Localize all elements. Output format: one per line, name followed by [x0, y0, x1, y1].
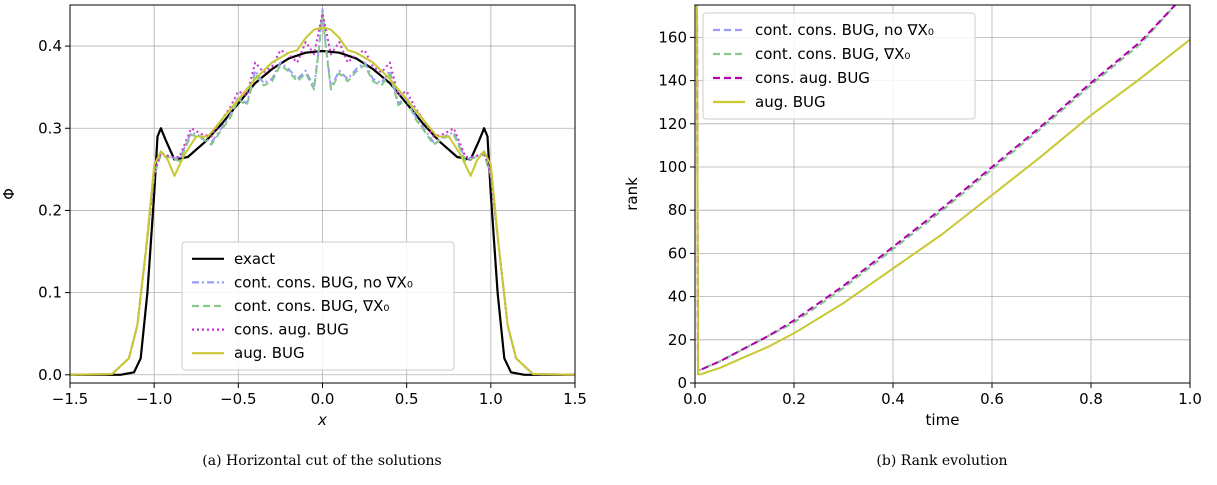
series-line-0 — [70, 49, 575, 376]
y-tick-label: 0.1 — [38, 284, 62, 302]
y-tick-label: 140 — [658, 72, 687, 90]
series-line-3 — [695, 5, 1190, 376]
legend-box — [181, 241, 455, 371]
x-axis-label: time — [926, 411, 960, 429]
y-tick-label: 160 — [658, 28, 687, 46]
legend-label: cons. aug. BUG — [755, 69, 870, 87]
axes-frame — [694, 4, 1191, 384]
x-tick-label: 1.0 — [1178, 390, 1202, 408]
x-tick-label: 0.2 — [782, 390, 806, 408]
x-tick-label: −0.5 — [220, 390, 256, 408]
y-tick-label: 0.0 — [38, 366, 62, 384]
legend-label: cons. aug. BUG — [234, 321, 349, 339]
y-tick-label: 80 — [668, 201, 687, 219]
legend-label: cont. cons. BUG, no ∇X₀ — [234, 273, 413, 291]
figure-caption: (b) Rank evolution — [876, 453, 1007, 469]
x-tick-label: 1.0 — [479, 390, 503, 408]
series-group — [695, 5, 1190, 376]
legend-label: exact — [234, 250, 275, 268]
chart-a: −1.5 −1.0 −0.5 0.0 0.5 1.0 1.5 0.0 0.1 0.2 0.3 0.4 x… — [0, 4, 587, 469]
x-tick-label: −1.0 — [136, 390, 172, 408]
series-line-2 — [70, 12, 575, 376]
y-tick-label: 40 — [668, 288, 687, 306]
legend-label: aug. BUG — [755, 93, 826, 111]
y-tick-label: 120 — [658, 115, 687, 133]
legend-label: aug. BUG — [234, 344, 305, 362]
y-axis-label: Φ — [0, 188, 18, 200]
legend-box — [702, 12, 976, 120]
x-tick-label: 0.0 — [683, 390, 707, 408]
legend-label: cont. cons. BUG, ∇X₀ — [755, 45, 910, 63]
x-tick-label: 0.5 — [395, 390, 419, 408]
series-line-2 — [695, 5, 1176, 374]
x-tick-label: 0.6 — [980, 390, 1004, 408]
legend-label: cont. cons. BUG, no ∇X₀ — [755, 21, 934, 39]
x-tick-label: 1.5 — [563, 390, 587, 408]
legend-label: cont. cons. BUG, ∇X₀ — [234, 297, 389, 315]
series-line-1 — [695, 5, 1176, 371]
y-tick-label: 0.3 — [38, 119, 62, 137]
y-tick-label: 0 — [677, 374, 687, 392]
y-tick-label: 20 — [668, 331, 687, 349]
y-tick-label: 0.2 — [38, 201, 62, 219]
y-tick-label: 60 — [668, 244, 687, 262]
x-tick-label: 0.0 — [311, 390, 335, 408]
y-axis-label: rank — [623, 177, 641, 211]
x-tick-label: 0.4 — [881, 390, 905, 408]
x-axis-label: x — [317, 411, 327, 429]
figure-caption: (a) Horizontal cut of the solutions — [202, 453, 441, 469]
chart-b: 0.0 0.2 0.4 0.6 0.8 1.0 0 20 40 60 80 100 120 140 160 t… — [623, 4, 1202, 469]
series-group — [70, 8, 575, 376]
y-tick-label: 0.4 — [38, 37, 62, 55]
x-tick-label: 0.8 — [1079, 390, 1103, 408]
y-tick-label: 100 — [658, 158, 687, 176]
series-line-4 — [70, 26, 575, 376]
x-tick-label: −1.5 — [52, 390, 88, 408]
